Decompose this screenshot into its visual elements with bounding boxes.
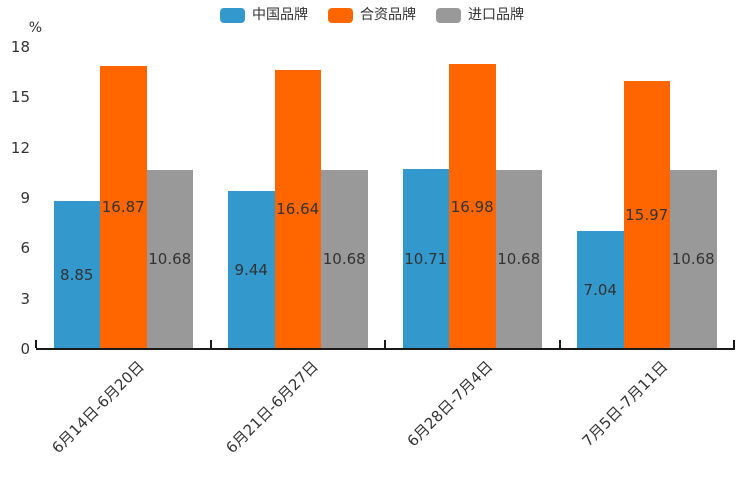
- legend-swatch-icon: [220, 8, 245, 23]
- legend-item-2[interactable]: 进口品牌: [436, 8, 524, 23]
- bar-value-label: 9.44: [234, 260, 268, 279]
- bar-value-label: 10.68: [671, 250, 715, 269]
- x-category-label-2: 6月28日-7月4日: [403, 357, 497, 451]
- bar-value-label: 10.68: [497, 250, 541, 269]
- bar-中国品牌-3[interactable]: 7.04: [577, 230, 624, 349]
- x-axis-tick: [384, 340, 386, 348]
- bar-value-label: 16.98: [450, 197, 494, 216]
- x-axis-tick: [733, 340, 735, 348]
- x-axis-tick: [209, 340, 212, 348]
- y-tick-label: 12: [10, 138, 30, 157]
- legend-item-1[interactable]: 合资品牌: [328, 8, 416, 23]
- bar-合资品牌-3[interactable]: 15.97: [623, 81, 670, 349]
- bar-value-label: 16.87: [101, 198, 145, 217]
- legend-item-label: 合资品牌: [360, 7, 416, 23]
- legend-item-label: 进口品牌: [468, 7, 524, 23]
- plot-area: 8.85 16.87 10.68 9.44 16.64 10.68 10.71 16.98 10…: [36, 47, 734, 349]
- x-category-label-1: 6月21日-6月27日: [222, 357, 322, 457]
- x-axis-tick: [35, 340, 37, 348]
- y-tick-label: 15: [10, 88, 30, 107]
- legend-swatch-icon: [328, 8, 353, 23]
- bar-group-1: 9.44 16.64 10.68: [211, 47, 386, 349]
- bar-中国品牌-1[interactable]: 9.44: [228, 190, 275, 349]
- bar-进口品牌-1[interactable]: 10.68: [321, 169, 368, 349]
- x-axis-tick: [558, 340, 561, 348]
- bar-中国品牌-0[interactable]: 8.85: [53, 200, 100, 349]
- x-axis-line: [36, 348, 735, 350]
- bar-value-label: 8.85: [60, 265, 94, 284]
- bar-合资品牌-1[interactable]: 16.64: [274, 69, 321, 349]
- bar-进口品牌-2[interactable]: 10.68: [495, 169, 542, 349]
- x-category-label-0: 6月14日-6月20日: [47, 357, 148, 457]
- bar-value-label: 7.04: [583, 280, 617, 299]
- y-axis-unit-label: %: [28, 20, 42, 36]
- y-tick-label: 0: [20, 340, 30, 358]
- y-tick-label: 18: [10, 38, 30, 56]
- bar-group-3: 7.04 15.97 10.68: [560, 47, 735, 349]
- legend-swatch-icon: [436, 8, 461, 23]
- bar-合资品牌-0[interactable]: 16.87: [100, 65, 147, 349]
- y-tick-label: 9: [20, 189, 30, 207]
- x-category-label-3: 7月5日-7月11日: [578, 357, 671, 451]
- bar-进口品牌-0[interactable]: 10.68: [146, 169, 193, 349]
- bar-value-label: 10.71: [404, 250, 448, 269]
- bar-value-label: 15.97: [625, 206, 669, 225]
- chart-legend: 中国品牌 合资品牌 进口品牌: [0, 8, 744, 23]
- bar-group-2: 10.71 16.98 10.68: [385, 47, 560, 349]
- y-tick-label: 6: [20, 239, 30, 258]
- bar-value-label: 10.68: [322, 250, 366, 269]
- bar-value-label: 10.68: [148, 250, 192, 269]
- bar-进口品牌-3[interactable]: 10.68: [670, 169, 717, 349]
- legend-item-0[interactable]: 中国品牌: [220, 8, 308, 23]
- y-tick-label: 3: [20, 289, 30, 308]
- legend-item-label: 中国品牌: [252, 7, 308, 23]
- bar-value-label: 16.64: [276, 200, 320, 219]
- bar-中国品牌-2[interactable]: 10.71: [402, 169, 449, 349]
- bar-合资品牌-2[interactable]: 16.98: [449, 64, 496, 349]
- bar-group-0: 8.85 16.87 10.68: [36, 47, 211, 349]
